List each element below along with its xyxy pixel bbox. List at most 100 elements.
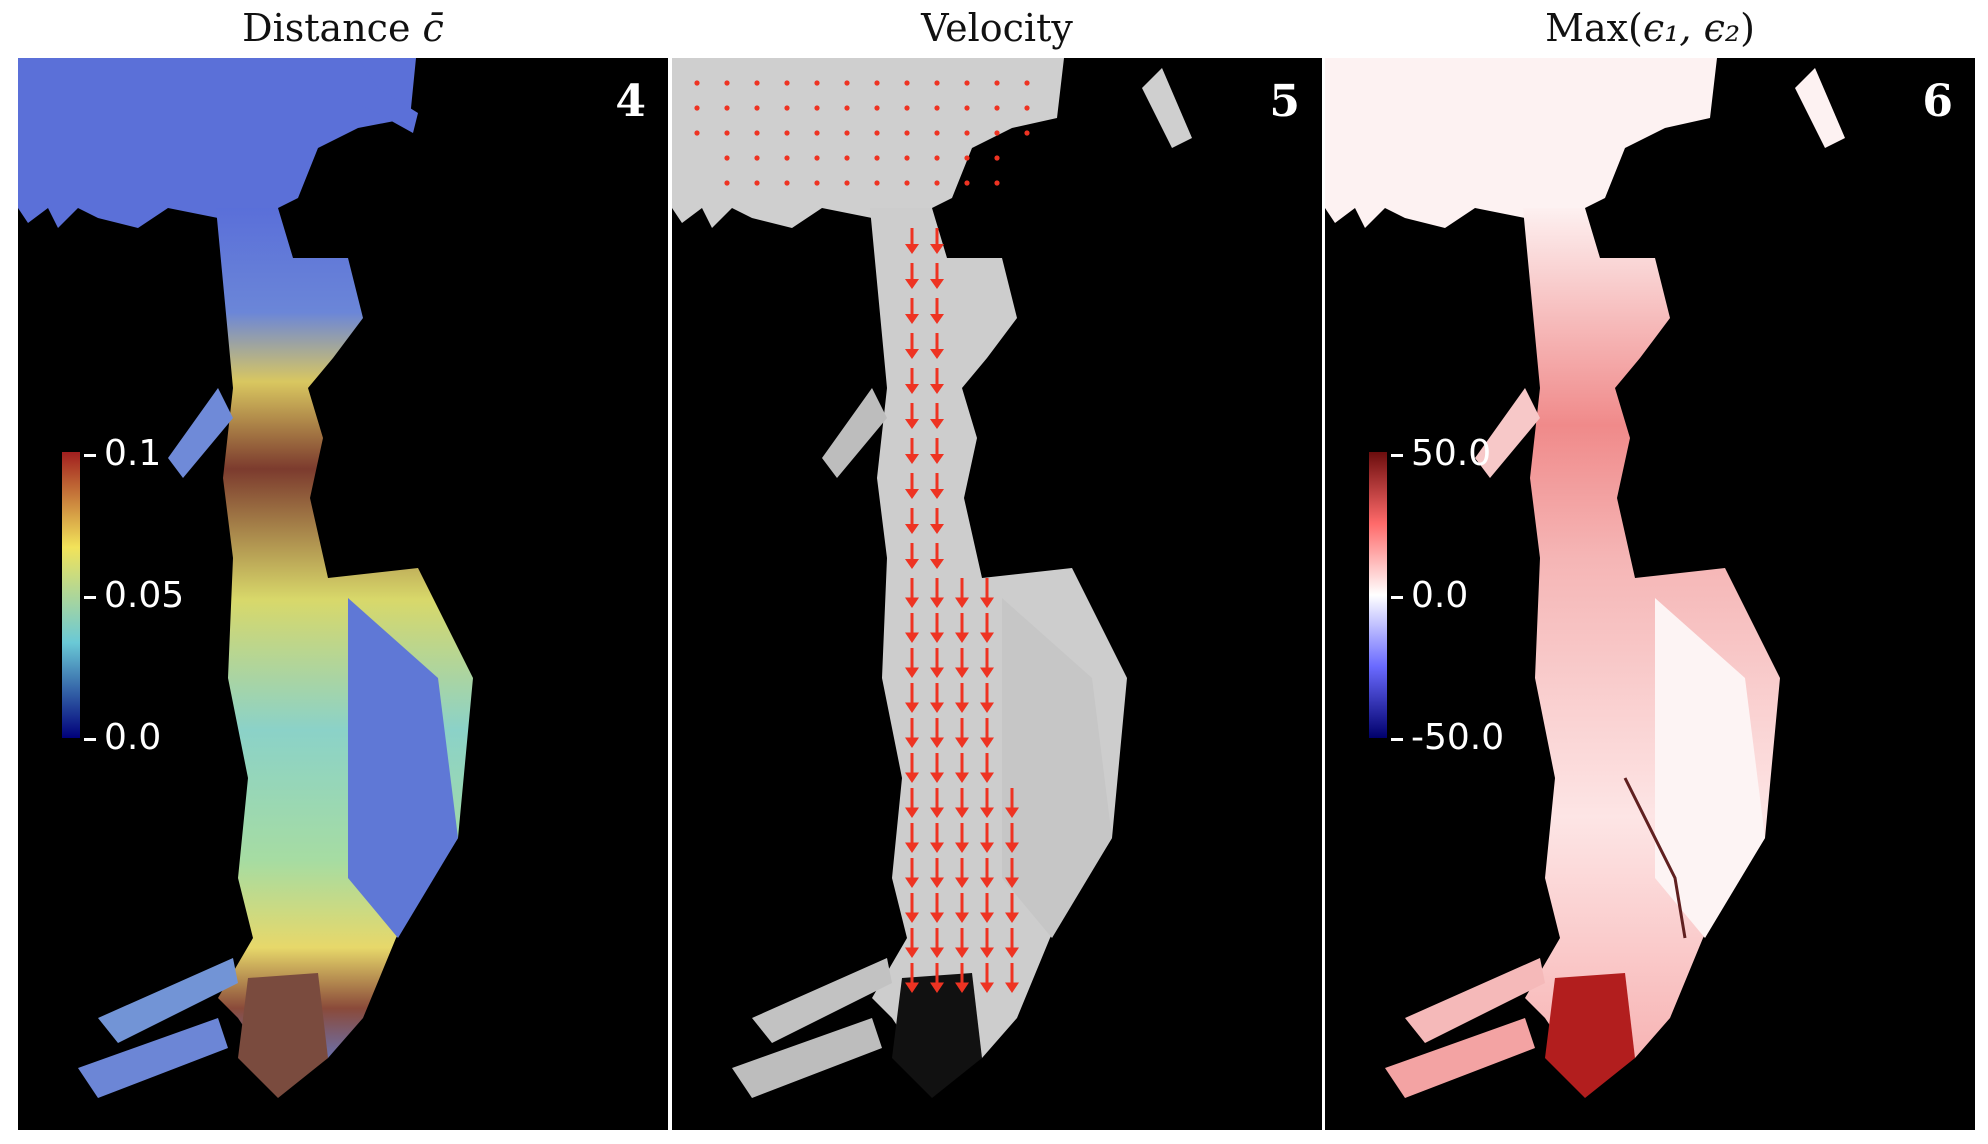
velocity-map-image [672,58,1192,1098]
velocity-arrow [905,858,919,888]
velocity-dot [904,155,910,161]
velocity-arrow [905,788,919,818]
velocity-arrow [905,963,919,993]
velocity-dot [874,80,880,86]
velocity-dot [784,180,790,186]
velocity-dot [814,105,820,111]
velocity-dot [694,80,700,86]
colorbar-tick-bottom: 0.0 [84,720,161,756]
velocity-arrow [930,893,944,923]
velocity-arrow [955,613,969,643]
panel-5-badge: 5 [1269,76,1300,127]
velocity-dot [1024,80,1030,86]
velocity-arrow [905,928,919,958]
velocity-dot [904,80,910,86]
velocity-arrow [930,963,944,993]
panel-2-title-main: Velocity [921,6,1073,50]
velocity-arrow [905,753,919,783]
velocity-arrow [980,823,994,853]
velocity-arrow [1005,928,1019,958]
velocity-arrow [905,438,919,464]
velocity-dot [724,180,730,186]
velocity-dot [754,180,760,186]
panel-1-title-symbol: c̄ [422,6,444,50]
velocity-arrow [905,298,919,324]
velocity-dot [874,105,880,111]
distance-map-image [18,58,473,1098]
velocity-arrow [930,928,944,958]
velocity-arrow [930,228,944,254]
velocity-arrow [930,263,944,289]
velocity-dot [934,180,940,186]
colorbar-tick-top: 0.1 [84,436,161,472]
velocity-arrow [955,823,969,853]
velocity-arrow [955,648,969,678]
velocity-arrow [980,578,994,608]
colorbar-tick-top: 50.0 [1391,436,1491,472]
velocity-dot [994,105,1000,111]
velocity-arrow [905,368,919,394]
velocity-arrow [980,928,994,958]
velocity-arrow [955,928,969,958]
velocity-arrow [905,613,919,643]
velocity-dot [904,130,910,136]
velocity-dot [904,105,910,111]
velocity-arrow [905,648,919,678]
distance-map-panel: 4 0.1 0.05 0.0 [18,58,668,1130]
velocity-arrow [980,788,994,818]
velocity-arrow [1005,823,1019,853]
velocity-arrow [930,823,944,853]
velocity-dot [874,155,880,161]
panel-3-title: Max(ϵ₁, ϵ₂) [1325,6,1975,50]
velocity-arrow [905,473,919,499]
panel-3-title-args: ϵ₁, ϵ₂ [1642,6,1741,50]
velocity-dot [754,155,760,161]
velocity-arrow [930,858,944,888]
panel-2-title: Velocity [672,6,1322,50]
velocity-arrow [980,613,994,643]
velocity-dot [964,105,970,111]
velocity-arrow [1005,893,1019,923]
colorbar-tick-bottom: -50.0 [1391,720,1504,756]
velocity-arrow [930,753,944,783]
velocity-dot [994,80,1000,86]
colorbar-tick-mid: 0.0 [1391,578,1468,614]
velocity-dot [934,105,940,111]
velocity-dot [814,180,820,186]
velocity-arrow [1005,963,1019,993]
colorbar-tick-mid: 0.05 [84,578,184,614]
velocity-arrow [980,683,994,713]
panel-4-badge: 4 [615,76,646,127]
velocity-arrow [905,403,919,429]
velocity-dot [694,105,700,111]
velocity-arrow [905,508,919,534]
velocity-dot [784,80,790,86]
velocity-arrow [980,648,994,678]
velocity-arrow [955,963,969,993]
velocity-arrow [955,893,969,923]
velocity-dot [934,130,940,136]
velocity-arrow [980,963,994,993]
velocity-dot [814,80,820,86]
velocity-arrow [905,263,919,289]
velocity-dot [844,180,850,186]
velocity-dot [844,130,850,136]
distance-colorbar [62,452,80,738]
velocity-dot [754,80,760,86]
velocity-arrow [930,613,944,643]
velocity-arrow [905,718,919,748]
velocity-dot [844,105,850,111]
velocity-arrow [1005,858,1019,888]
velocity-dot [964,155,970,161]
velocity-arrow [905,893,919,923]
velocity-dot [694,130,700,136]
velocity-dot [994,155,1000,161]
velocity-dot [964,80,970,86]
strain-panel: 6 50.0 0.0 -50.0 [1325,58,1975,1130]
velocity-dot [1024,130,1030,136]
velocity-dot [814,155,820,161]
velocity-arrow [905,543,919,569]
velocity-arrow [930,473,944,499]
velocity-arrow [955,788,969,818]
velocity-dot [844,155,850,161]
